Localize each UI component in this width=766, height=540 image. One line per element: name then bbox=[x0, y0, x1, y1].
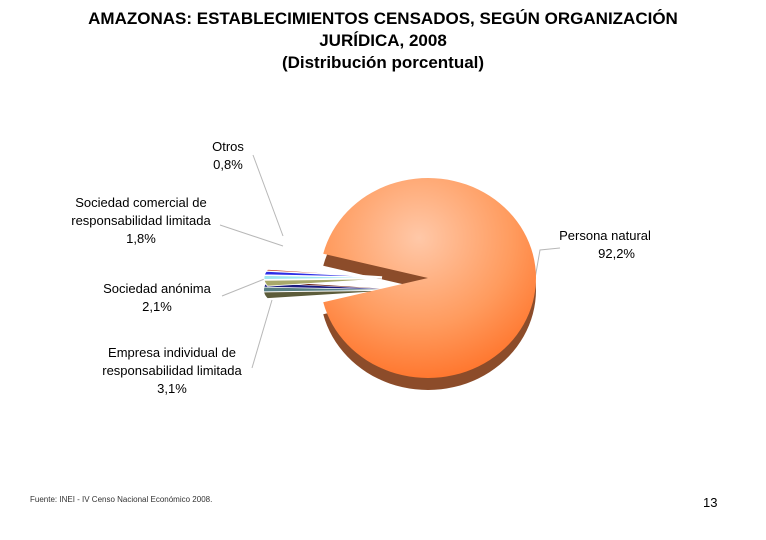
title-line-1: AMAZONAS: ESTABLECIMIENTOS CENSADOS, SEG… bbox=[88, 9, 678, 28]
pie-slices bbox=[263, 178, 536, 378]
page-number: 13 bbox=[703, 495, 718, 510]
title-line-2: JURÍDICA, 2008 bbox=[319, 31, 447, 50]
pie-slice-3 bbox=[263, 270, 383, 278]
slice-value: 0,8% bbox=[213, 157, 243, 172]
slice-name: Empresa individual de bbox=[108, 345, 236, 360]
chart-title: AMAZONAS: ESTABLECIMIENTOS CENSADOS, SEG… bbox=[0, 8, 766, 74]
slice-name: responsabilidad limitada bbox=[102, 363, 242, 378]
slice-value: 92,2% bbox=[598, 246, 635, 261]
slice-label-sociedad-comercial: Sociedad comercial de responsabilidad li… bbox=[62, 194, 220, 248]
slice-name: Persona natural bbox=[559, 228, 651, 243]
title-line-3: (Distribución porcentual) bbox=[281, 53, 485, 72]
pie-slice-4 bbox=[265, 269, 383, 278]
slice-name: Sociedad anónima bbox=[103, 281, 211, 296]
slice-label-sociedad-anonima: Sociedad anónima 2,1% bbox=[92, 280, 222, 316]
leader-line-1 bbox=[219, 224, 284, 247]
slice-label-otros: Otros 0,8% bbox=[205, 138, 251, 174]
leader-line-2 bbox=[221, 275, 273, 297]
source-note: Fuente: INEI - IV Censo Nacional Económi… bbox=[30, 495, 213, 504]
leader-line-3 bbox=[251, 299, 273, 369]
pie-slice-depth-2 bbox=[264, 287, 383, 292]
slice-label-persona-natural: Persona natural 92,2% bbox=[553, 227, 657, 263]
pie-slice-0 bbox=[323, 178, 536, 378]
slice-value: 1,8% bbox=[126, 231, 156, 246]
pie-slice-1 bbox=[263, 278, 383, 287]
slice-value: 3,1% bbox=[157, 381, 187, 396]
leader-line-0 bbox=[252, 154, 284, 237]
pie-slice-depth-1 bbox=[264, 290, 383, 299]
slice-value: 2,1% bbox=[142, 299, 172, 314]
slice-label-empresa-individual: Empresa individual de responsabilidad li… bbox=[92, 344, 252, 398]
slice-name: Sociedad comercial de bbox=[75, 195, 207, 210]
pie-slice-2 bbox=[263, 275, 383, 280]
slice-name: responsabilidad limitada bbox=[71, 213, 211, 228]
slice-name: Otros bbox=[212, 139, 244, 154]
